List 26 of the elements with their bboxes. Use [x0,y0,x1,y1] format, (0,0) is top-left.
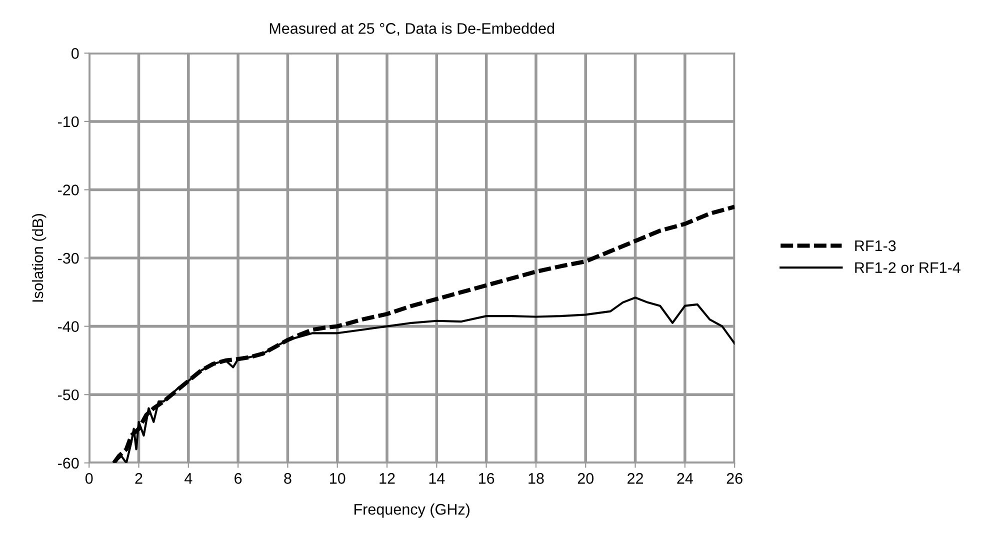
y-tick-label: -30 [58,252,79,264]
y-tick-label: -40 [58,321,79,332]
x-tick-label: 8 [284,473,292,484]
x-tick-label: 4 [184,473,192,484]
x-tick-label: 20 [578,473,594,484]
x-tick-label: 16 [478,473,494,484]
y-axis-title: Isolation (dB) [32,214,46,302]
legend-label: RF1-3 [855,240,896,252]
x-tick-label: 0 [85,473,93,484]
x-tick-label: 24 [677,473,693,484]
x-tick-label: 10 [330,473,346,484]
x-tick-label: 6 [234,473,242,484]
y-tick-label: -50 [58,389,79,400]
y-tick-label: -20 [58,184,79,196]
x-axis-title: Frequency (GHz) [354,504,470,518]
x-tick-label: 14 [429,473,445,484]
legend-label: RF1-2 or RF1-4 [855,262,960,274]
chart-title: Measured at 25 °C, Data is De-Embedded [270,22,554,36]
x-tick-label: 2 [135,473,142,484]
y-tick-label: -60 [58,458,79,469]
x-tick-label: 12 [380,473,395,484]
x-tick-label: 26 [726,473,742,484]
y-tick-label: 0 [71,48,79,59]
x-tick-label: 18 [528,473,544,484]
x-tick-label: 22 [628,473,644,484]
y-tick-label: -10 [58,116,79,128]
